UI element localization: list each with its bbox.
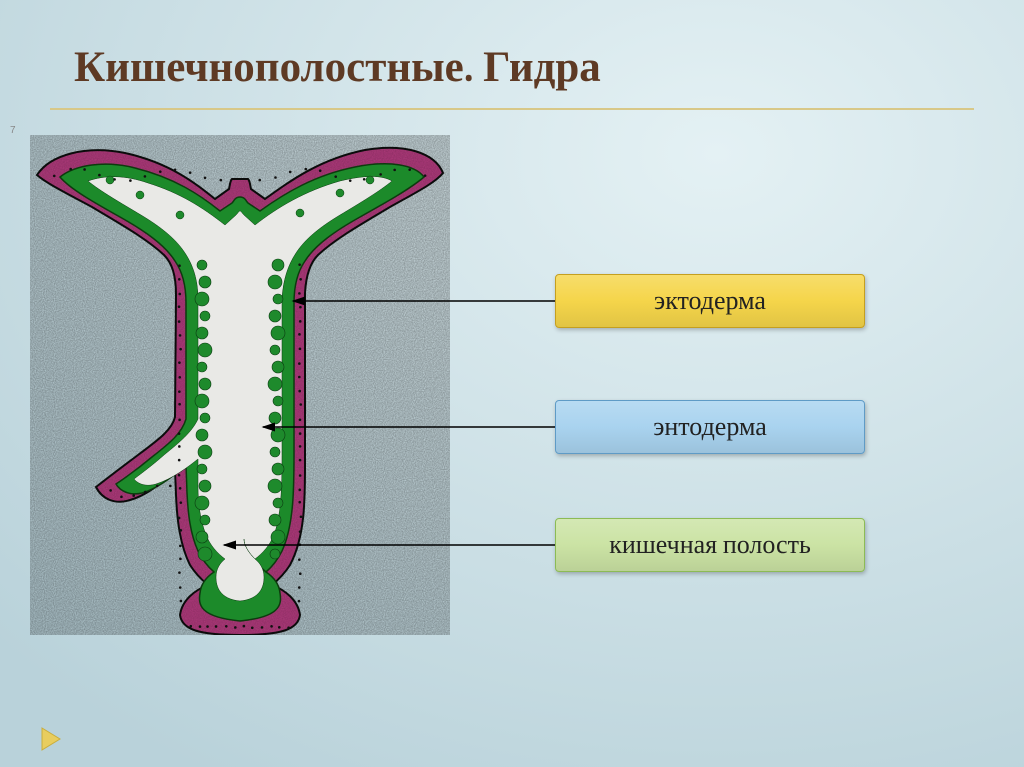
slide-root: Кишечнополостные. Гидра 7 [0, 0, 1024, 767]
gastric-cavity-region [88, 177, 392, 602]
label-gastric-cavity: кишечная полость [555, 518, 865, 572]
corner-marker-icon [40, 726, 62, 752]
label-ectoderm-text: эктодерма [654, 286, 766, 316]
page-number: 7 [10, 125, 16, 136]
hydra-diagram [30, 135, 450, 635]
label-ectoderm: эктодерма [555, 274, 865, 328]
label-gastric-cavity-text: кишечная полость [609, 530, 811, 560]
title-rule [50, 108, 974, 110]
label-endoderm: энтодерма [555, 400, 865, 454]
label-endoderm-text: энтодерма [653, 412, 767, 442]
slide-title: Кишечнополостные. Гидра [74, 42, 601, 92]
